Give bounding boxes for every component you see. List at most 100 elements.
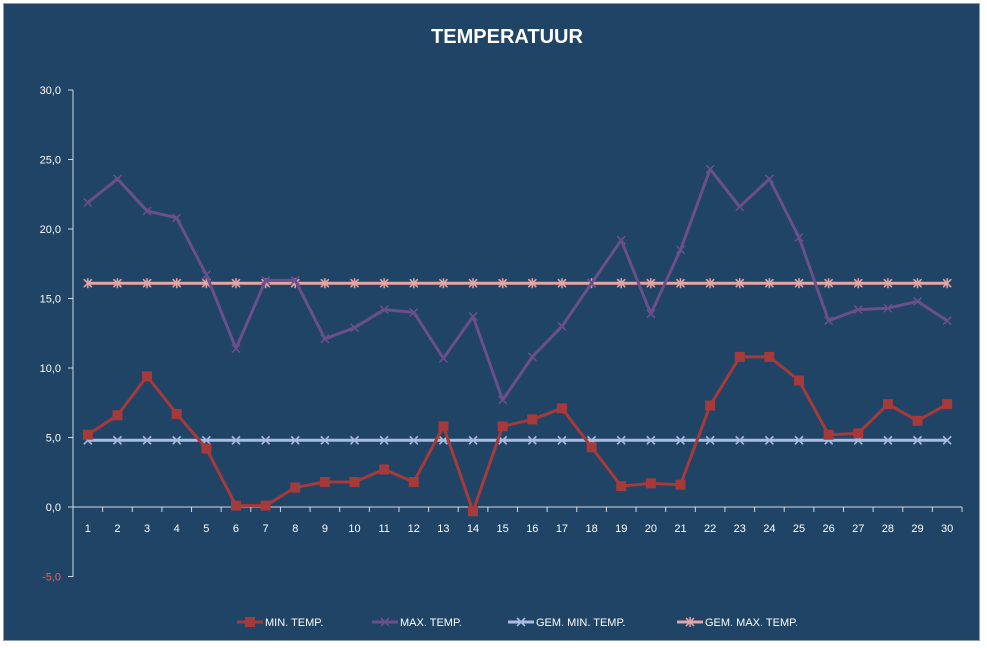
x-tick-label: 17 [556, 523, 568, 535]
data-point [705, 278, 715, 289]
legend-item: GEM. MIN. TEMP. [508, 617, 625, 629]
data-point [349, 323, 360, 333]
data-point [409, 278, 419, 289]
x-tick-label: 19 [615, 523, 627, 535]
x-tick-label: 22 [704, 523, 716, 535]
x-tick-label: 4 [174, 523, 180, 535]
data-point [527, 414, 538, 425]
x-tick-label: 14 [467, 523, 479, 535]
data-point [735, 435, 745, 445]
x-tick-label: 21 [674, 523, 686, 535]
data-point [764, 351, 775, 362]
data-point [557, 321, 567, 331]
legend-label: MAX. TEMP. [400, 617, 462, 629]
data-point [616, 435, 626, 445]
series-max-temp [83, 164, 952, 405]
y-tick-label: 20,0 [40, 224, 61, 236]
data-point [645, 478, 656, 489]
x-tick-label: 9 [322, 523, 328, 535]
data-point [261, 275, 271, 285]
data-point [646, 278, 656, 289]
data-point [261, 435, 271, 445]
x-tick-label: 16 [526, 523, 538, 535]
x-tick-label: 25 [793, 523, 805, 535]
data-point [616, 235, 626, 245]
data-point [912, 415, 923, 426]
x-tick-label: 8 [292, 523, 298, 535]
data-point [142, 206, 152, 216]
data-point [853, 428, 864, 439]
data-point [705, 435, 715, 445]
data-point [527, 278, 537, 289]
chart-frame [3, 3, 980, 641]
data-point [290, 435, 300, 445]
data-point [557, 278, 567, 289]
data-point [320, 278, 330, 289]
data-point [349, 278, 360, 289]
data-point [675, 245, 686, 255]
data-point [82, 429, 93, 440]
data-point [764, 435, 774, 445]
x-tick-label: 11 [378, 523, 389, 535]
x-tick-label: 27 [852, 523, 864, 535]
legend-marker [685, 617, 695, 627]
data-point [112, 174, 123, 184]
data-point [231, 435, 241, 445]
legend-label: GEM. MAX. TEMP. [705, 617, 798, 629]
series-gem-max-temp [83, 278, 952, 289]
x-tick-label: 3 [144, 523, 150, 535]
data-point [408, 476, 419, 487]
data-point [201, 435, 211, 445]
x-tick-label: 15 [497, 523, 509, 535]
x-tick-label: 12 [408, 523, 420, 535]
x-tick-label: 26 [823, 523, 835, 535]
data-point [379, 435, 389, 445]
data-point [172, 435, 182, 445]
data-point [587, 278, 597, 288]
data-point [794, 375, 805, 386]
series-line-max-temp [86, 167, 949, 402]
data-point [290, 482, 301, 493]
data-point [705, 164, 715, 174]
x-tick-label: 6 [233, 523, 239, 535]
y-tick-label: -5,0 [42, 572, 61, 584]
series-group [82, 164, 953, 517]
x-tick-label: 24 [763, 523, 775, 535]
x-tick-label: 5 [203, 523, 209, 535]
data-point [616, 278, 626, 289]
legend-marker [245, 617, 255, 627]
data-point [201, 443, 212, 454]
legend-marker [380, 617, 390, 627]
data-point [498, 278, 508, 289]
data-point [735, 202, 745, 212]
data-point [438, 278, 448, 289]
data-point [409, 307, 419, 317]
data-point [675, 479, 686, 490]
data-point [142, 435, 152, 445]
x-tick-label: 10 [348, 523, 360, 535]
x-tick-label: 13 [437, 523, 449, 535]
data-point [912, 435, 923, 445]
data-point [883, 303, 893, 313]
legend-item: MAX. TEMP. [372, 617, 462, 629]
legend-item: MIN. TEMP. [237, 617, 323, 629]
data-point [468, 435, 478, 445]
y-tick-label: 30,0 [40, 85, 61, 97]
y-tick-label: 15,0 [40, 294, 61, 306]
data-point [468, 278, 478, 289]
data-point [112, 410, 123, 421]
x-tick-label: 18 [585, 523, 597, 535]
y-tick-labels: -5,0 0,0 5,0 10,0 15,0 20,0 25,0 30,0 [40, 85, 61, 584]
data-point [557, 435, 567, 445]
data-point [616, 481, 627, 492]
chart-title: TEMPERATUUR [431, 26, 583, 48]
data-point [320, 435, 330, 445]
x-tick-label: 28 [882, 523, 894, 535]
data-point [527, 435, 537, 445]
data-point [379, 464, 390, 475]
data-point [498, 395, 508, 405]
data-point [171, 408, 182, 419]
data-point [112, 435, 123, 445]
data-point [764, 278, 774, 289]
x-tick-labels: 1 2 3 4 5 6 7 8 9 10 11 12 13 14 15 16 17 18 19 20 21 22 23 24 2… [85, 523, 954, 535]
